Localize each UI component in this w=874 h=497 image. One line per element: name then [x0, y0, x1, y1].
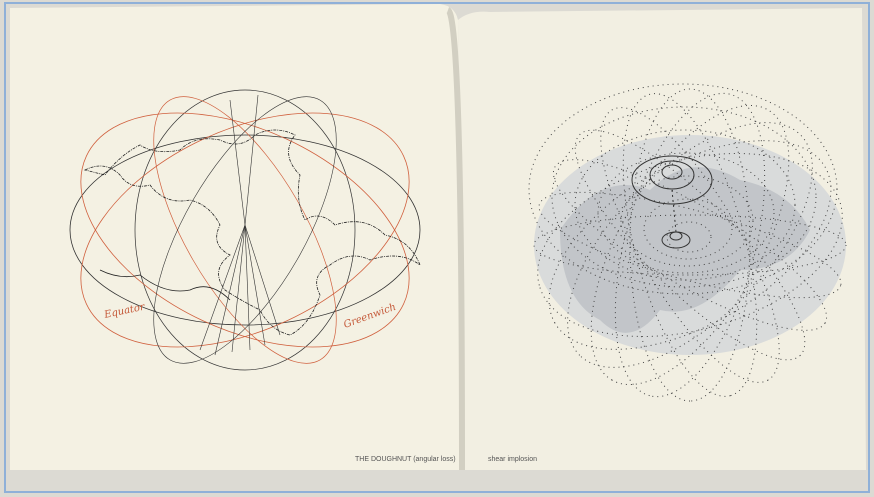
page: {"left_page": {"labels": ["Equator", "Gr…	[0, 0, 874, 497]
caption: shear implosion	[488, 456, 537, 463]
caption: THE DOUGHNUT (angular loss)	[355, 456, 456, 463]
photo: Equator Greenwich THE DOUGHNUT (angular …	[0, 0, 874, 497]
left-page	[10, 4, 462, 470]
